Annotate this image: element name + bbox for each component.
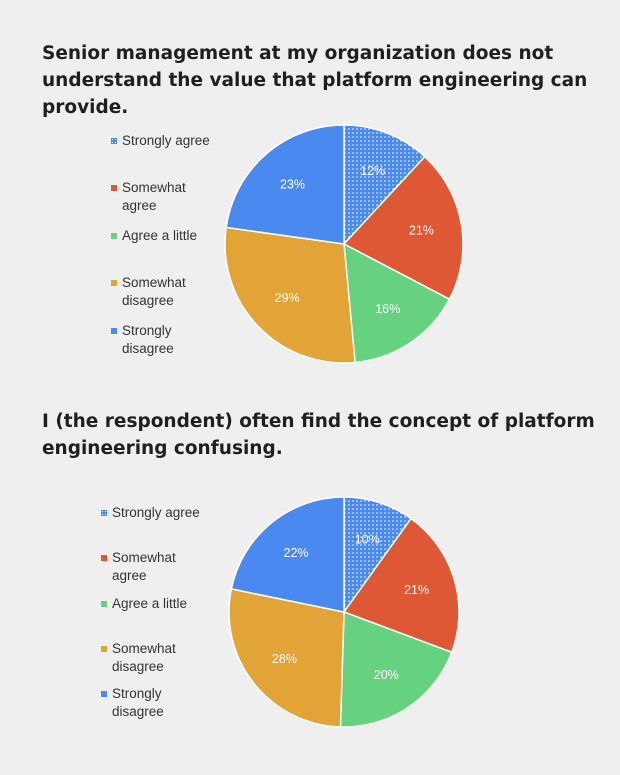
legend-item-somewhat-disagree: Somewhat disagree	[101, 640, 211, 675]
legend-item-somewhat-disagree: Somewhat disagree	[111, 274, 221, 309]
legend-swatch-strongly-disagree	[101, 691, 107, 697]
legend-swatch-somewhat-agree	[101, 555, 107, 561]
legend-swatch-somewhat-disagree	[111, 280, 117, 286]
legend-swatch-agree-a-little	[101, 601, 107, 607]
legend-label: Somewhat disagree	[112, 641, 176, 674]
legend-label: Strongly disagree	[122, 323, 174, 356]
pie-slice-somewhat-agree	[342, 517, 460, 654]
legend-label: Strongly agree	[122, 133, 210, 148]
legend-swatch-somewhat-disagree	[101, 646, 107, 652]
pie-slice-strongly-agree	[343, 124, 426, 246]
pie-slice-agree-a-little	[343, 242, 451, 364]
pie-chart: 12% 21% 16% 29% 23%	[224, 124, 464, 364]
legend-swatch-strongly-agree	[111, 138, 117, 144]
legend-item-somewhat-agree: Somewhat agree	[101, 549, 211, 584]
legend-item-agree-a-little: Agree a little	[111, 227, 221, 245]
pie-slice-somewhat-disagree	[228, 588, 345, 728]
slice-label-agree-a-little: 16%	[375, 302, 400, 316]
pie-slice-strongly-disagree	[230, 496, 345, 613]
slice-label-strongly-disagree: 23%	[280, 178, 305, 192]
chart-senior-management: Senior management at my organization doe…	[0, 40, 620, 370]
pie-slice-somewhat-agree	[342, 155, 464, 301]
slice-label-somewhat-agree: 21%	[404, 583, 429, 597]
legend-label: Somewhat agree	[112, 550, 176, 583]
slice-label-somewhat-disagree: 29%	[275, 291, 300, 305]
chart-concept-confusing: I (the respondent) often find the concep…	[0, 408, 620, 738]
chart-title: I (the respondent) often find the concep…	[42, 411, 595, 459]
pie-slice-strongly-disagree	[225, 124, 345, 245]
legend-item-strongly-disagree: Strongly disagree	[111, 322, 221, 357]
legend-item-strongly-agree: Strongly agree	[101, 504, 211, 522]
legend-item-agree-a-little: Agree a little	[101, 595, 211, 613]
legend-label: Somewhat agree	[122, 180, 186, 213]
pie-slice-somewhat-disagree	[224, 226, 356, 364]
legend-swatch-agree-a-little	[111, 233, 117, 239]
slice-label-strongly-agree: 12%	[360, 164, 385, 178]
legend-swatch-strongly-disagree	[111, 328, 117, 334]
slice-label-strongly-disagree: 22%	[284, 546, 309, 560]
legend-item-somewhat-agree: Somewhat agree	[111, 179, 221, 214]
slice-label-somewhat-agree: 21%	[409, 224, 434, 238]
pie-slice-agree-a-little	[339, 610, 453, 728]
slice-label-agree-a-little: 20%	[374, 668, 399, 682]
legend-item-strongly-disagree: Strongly disagree	[101, 685, 211, 720]
legend-label: Somewhat disagree	[122, 275, 186, 308]
legend-label: Strongly disagree	[112, 686, 164, 719]
slice-label-strongly-agree: 10%	[355, 533, 380, 547]
chart-title: Senior management at my organization doe…	[42, 43, 588, 118]
legend-swatch-strongly-agree	[101, 510, 107, 516]
pie-slice-strongly-agree	[343, 496, 413, 615]
legend-swatch-somewhat-agree	[111, 185, 117, 191]
pie-chart: 10% 21% 20% 28% 22%	[228, 496, 460, 728]
legend-item-strongly-agree: Strongly agree	[111, 132, 221, 150]
legend-label: Strongly agree	[112, 505, 200, 520]
legend-label: Agree a little	[122, 228, 198, 243]
slice-label-somewhat-disagree: 28%	[272, 652, 297, 666]
legend-label: Agree a little	[112, 596, 188, 611]
